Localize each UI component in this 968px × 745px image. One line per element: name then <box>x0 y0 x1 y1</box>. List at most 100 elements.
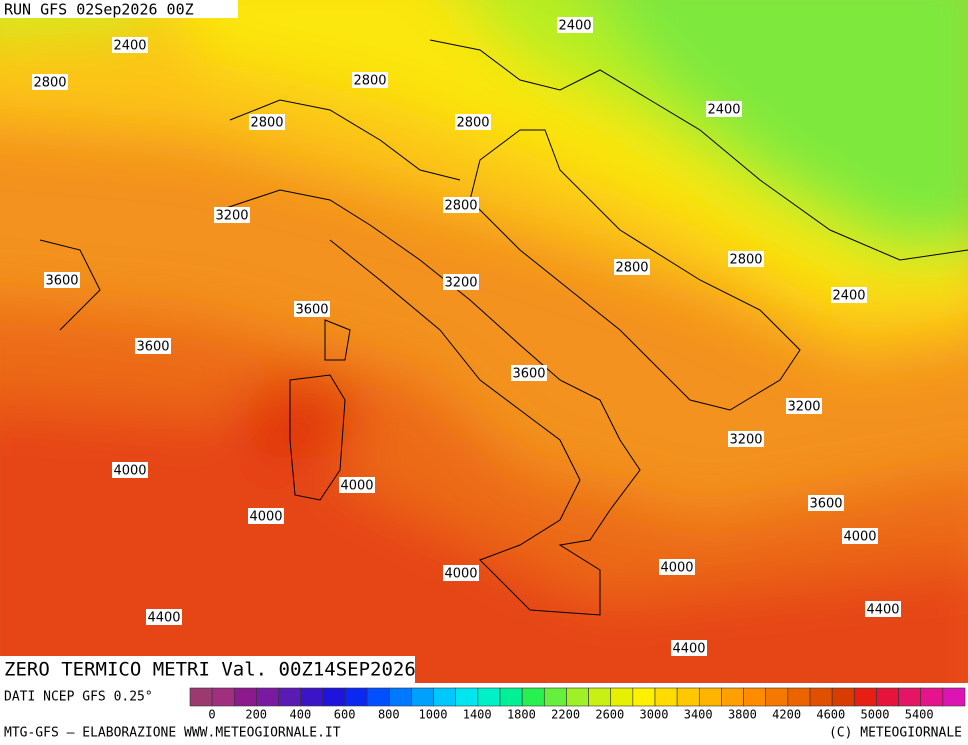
color-swatch <box>588 687 612 707</box>
color-swatch <box>676 687 700 707</box>
color-swatch <box>211 687 235 707</box>
contour-label-bg <box>842 528 878 544</box>
contour-label: 3600 <box>809 497 842 512</box>
contour-label: 3600 <box>512 367 545 382</box>
contour-label-bg <box>135 338 171 354</box>
map-title: ZERO TERMICO METRI Val. 00Z14SEP2026 <box>4 659 416 681</box>
colorbar-label: 1400 <box>463 708 492 722</box>
contour-label-bg <box>511 365 547 381</box>
color-swatch <box>632 687 656 707</box>
contour-label: 4000 <box>113 464 146 479</box>
contour-label-bg <box>294 301 330 317</box>
contour-label-bg <box>339 477 375 493</box>
contour-label: 2800 <box>456 116 489 131</box>
contour-label: 4000 <box>249 510 282 525</box>
color-swatch <box>876 687 899 707</box>
colorbar-label: 0 <box>208 708 215 722</box>
contour-label-bg <box>44 272 80 288</box>
color-swatch <box>831 687 855 707</box>
colorbar-label: 800 <box>378 708 400 722</box>
contour-label-bg <box>659 559 695 575</box>
contour-label-bg <box>248 508 284 524</box>
colorbar-label: 400 <box>290 708 312 722</box>
contour-label-bg <box>557 17 593 33</box>
colorbar-label: 3000 <box>640 708 669 722</box>
colorbar-label: 5000 <box>861 708 890 722</box>
color-swatch <box>521 687 545 707</box>
contour-label: 3600 <box>136 340 169 355</box>
color-swatch <box>898 687 922 707</box>
colorbar-label: 200 <box>245 708 267 722</box>
contour-label-bg <box>443 197 479 213</box>
contour-label-bg <box>831 287 867 303</box>
color-swatch <box>233 687 257 707</box>
color-swatch <box>721 687 744 707</box>
colorbar-label: 2600 <box>595 708 624 722</box>
colorbar-label: 3800 <box>728 708 757 722</box>
contour-label: 2800 <box>444 199 477 214</box>
colorbar-label: 4200 <box>772 708 801 722</box>
color-swatch <box>455 687 479 707</box>
contour-label: 3200 <box>444 276 477 291</box>
contour-label-bg <box>671 640 707 656</box>
contour-label-bg <box>32 74 68 90</box>
contour-label-bg <box>808 495 844 511</box>
contour-label-bg <box>728 431 764 447</box>
color-swatch <box>278 687 302 707</box>
colorbar-label: 4600 <box>816 708 845 722</box>
color-swatch <box>433 687 457 707</box>
color-swatch <box>920 687 944 707</box>
contour-label: 2400 <box>832 289 865 304</box>
color-swatch <box>809 687 833 707</box>
contour-label: 2800 <box>33 76 66 91</box>
colorbar-label: 1800 <box>507 708 536 722</box>
color-swatch <box>787 687 811 707</box>
contour-label: 4000 <box>660 561 693 576</box>
contour-label-bg <box>214 207 250 223</box>
color-swatch <box>765 687 789 707</box>
color-swatch <box>322 687 346 707</box>
contour-label-bg <box>786 398 822 414</box>
contour-label-bg <box>706 101 742 117</box>
contour-label-bg <box>443 274 479 290</box>
contour-label-bg <box>455 114 491 130</box>
contour-label: 4400 <box>147 611 180 626</box>
run-box <box>0 0 238 18</box>
contour-label: 3200 <box>787 400 820 415</box>
contour-label: 2400 <box>558 19 591 34</box>
color-swatch <box>610 687 634 707</box>
color-swatch <box>853 687 877 707</box>
contour-label: 2400 <box>707 103 740 118</box>
colorbar-label: 5400 <box>905 708 934 722</box>
contour-label-bg <box>249 114 285 130</box>
color-swatch <box>344 687 368 707</box>
contour-label-bg <box>614 259 650 275</box>
color-swatch <box>942 687 966 707</box>
contour-label: 3600 <box>45 274 78 289</box>
contour-label: 4000 <box>843 530 876 545</box>
contour-label: 2800 <box>615 261 648 276</box>
color-swatch <box>300 687 324 707</box>
contour-label: 4400 <box>672 642 705 657</box>
color-swatch <box>388 687 412 707</box>
contour-label: 4000 <box>444 567 477 582</box>
coastlines <box>39 39 968 616</box>
contour-label: 4000 <box>340 479 373 494</box>
colorbar-label: 600 <box>334 708 356 722</box>
contour-label-bg <box>865 601 901 617</box>
color-swatch <box>499 687 523 707</box>
color-swatch <box>698 687 722 707</box>
color-swatch <box>566 687 589 707</box>
credit-right: (C) METEOGIORNALE <box>829 726 962 741</box>
title-box <box>0 656 415 684</box>
color-swatch <box>654 687 678 707</box>
contour-label: 2800 <box>250 116 283 131</box>
contour-label: 2800 <box>729 253 762 268</box>
contour-label: 4400 <box>866 603 899 618</box>
contour-label-bg <box>443 565 479 581</box>
contour-label: 3200 <box>729 433 762 448</box>
contour-label-bg <box>352 72 388 88</box>
contour-label-bg <box>112 462 148 478</box>
contour-label-bg <box>112 37 148 53</box>
